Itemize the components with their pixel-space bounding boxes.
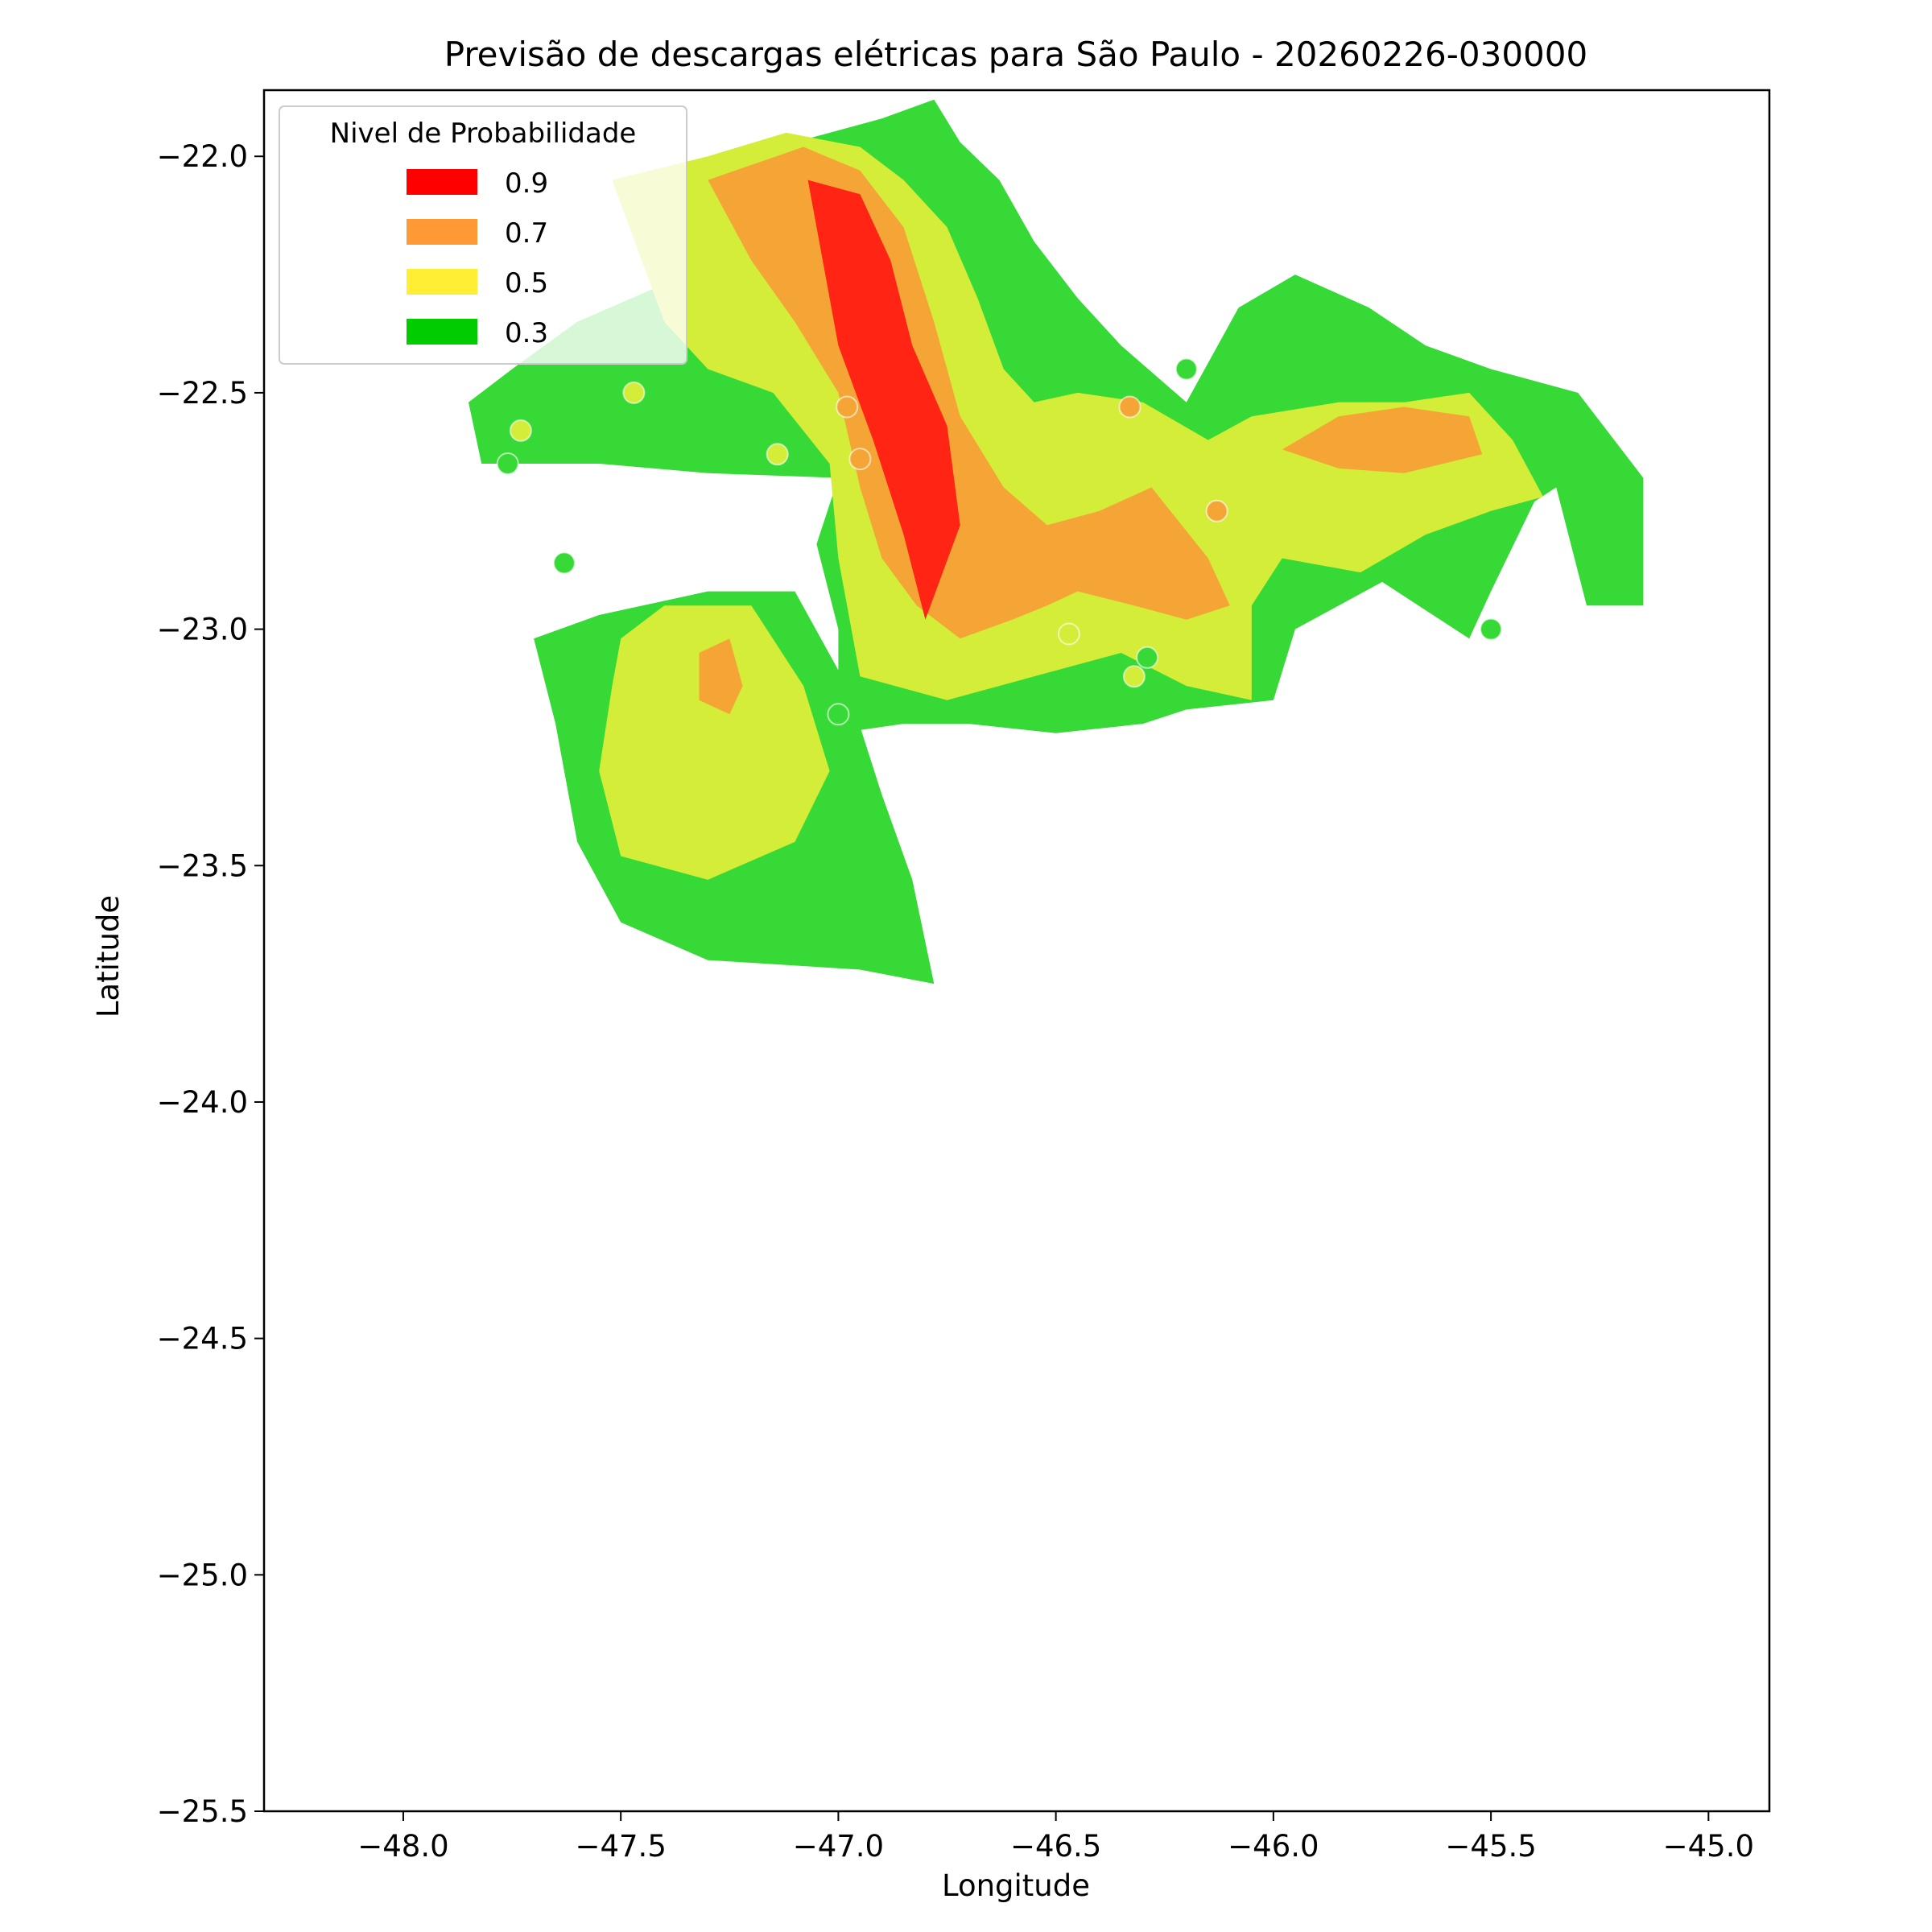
observation-markers	[496, 357, 1503, 726]
x-tick-label: −45.5	[1445, 1829, 1536, 1864]
marker-11	[1122, 665, 1146, 688]
marker-14	[1480, 617, 1503, 641]
marker-1	[622, 381, 646, 404]
marker-4	[552, 551, 576, 575]
legend-swatch-07	[407, 219, 477, 245]
legend-label-07: 0.7	[505, 217, 548, 250]
legend-swatch-03	[407, 319, 477, 345]
y-tick-label: −22.0	[157, 139, 248, 174]
legend-label-05: 0.5	[505, 267, 548, 299]
legend: Nivel de Probabilidade 0.9 0.7 0.5 0.3	[279, 105, 687, 365]
legend-label-03: 0.3	[505, 317, 548, 349]
region-05-1	[599, 605, 830, 880]
legend-box	[279, 105, 687, 365]
region-07-1	[1282, 407, 1483, 473]
marker-3	[496, 452, 519, 475]
marker-12	[1136, 646, 1159, 669]
marker-6	[848, 448, 872, 471]
legend-swatch-05	[407, 269, 477, 295]
x-tick-label: −46.5	[1010, 1829, 1101, 1864]
marker-13	[827, 703, 850, 726]
marker-10	[1057, 622, 1080, 646]
y-tick-label: −22.5	[157, 376, 248, 411]
legend-title: Nivel de Probabilidade	[330, 118, 637, 150]
x-tick-label: −48.0	[357, 1829, 448, 1864]
chart-title: Previsão de descargas elétricas para São…	[444, 35, 1587, 74]
y-axis-label: Latitude	[91, 895, 126, 1018]
region-09-0	[807, 180, 960, 620]
marker-0	[509, 419, 532, 442]
y-tick-label: −25.0	[157, 1558, 248, 1592]
region-07-2	[699, 638, 743, 715]
x-axis-label: Longitude	[942, 1868, 1090, 1903]
x-tick-label: −46.0	[1228, 1829, 1319, 1864]
y-tick-label: −23.0	[157, 613, 248, 647]
marker-8	[1174, 357, 1198, 381]
marker-5	[836, 395, 859, 419]
marker-7	[1118, 395, 1141, 419]
legend-entries: 0.9 0.7 0.5 0.3	[407, 167, 548, 349]
x-tick-label: −47.5	[575, 1829, 666, 1864]
y-tick-label: −23.5	[157, 848, 248, 883]
y-axis-ticks: −22.0 −22.5 −23.0 −23.5 −24.0 −24.5 −25.0 −25.5	[157, 139, 264, 1829]
plot-area	[264, 90, 1769, 1811]
x-tick-label: −47.0	[793, 1829, 884, 1864]
legend-label-09: 0.9	[505, 167, 548, 200]
x-tick-label: −45.0	[1663, 1829, 1754, 1864]
y-tick-label: −24.5	[157, 1322, 248, 1356]
probability-regions	[469, 99, 1644, 985]
marker-9	[1205, 499, 1228, 522]
marker-2	[766, 443, 789, 466]
x-axis-ticks: −48.0 −47.5 −47.0 −46.5 −46.0 −45.5 −45.0	[357, 1811, 1754, 1864]
y-tick-label: −24.0	[157, 1085, 248, 1120]
plot-frame	[262, 89, 1771, 1813]
legend-swatch-09	[407, 169, 477, 195]
y-tick-label: −25.5	[157, 1794, 248, 1829]
